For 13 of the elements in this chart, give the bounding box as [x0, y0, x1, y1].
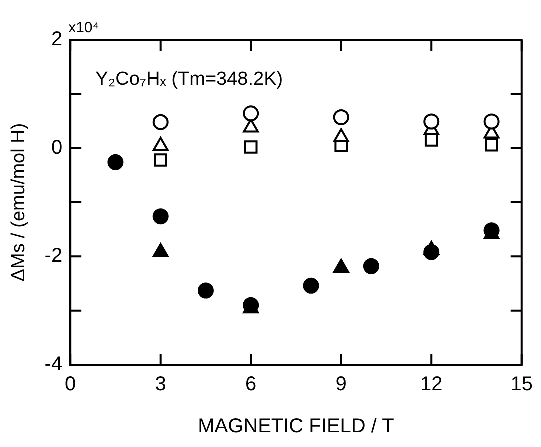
- y-tick-label: -4: [44, 354, 63, 376]
- y-tick-label: 0: [51, 136, 63, 159]
- text: x10⁴: [68, 20, 100, 37]
- annotation: Y₂Co₇Hₓ (Tm=348.2K): [96, 69, 284, 90]
- y-axis-title: ΔMs / (emu/mol H): [8, 123, 30, 282]
- x-tick-label: 3: [155, 374, 166, 396]
- y-tick-label: -2: [44, 245, 63, 268]
- x-tick-label: 9: [336, 374, 347, 396]
- x-tick-label: 12: [420, 374, 443, 396]
- x-tick-label: 15: [510, 374, 533, 396]
- y-tick-label: 2: [51, 28, 63, 51]
- x-axis-title: MAGNETIC FIELD / T: [198, 416, 394, 438]
- x-tick-label: 6: [246, 374, 257, 396]
